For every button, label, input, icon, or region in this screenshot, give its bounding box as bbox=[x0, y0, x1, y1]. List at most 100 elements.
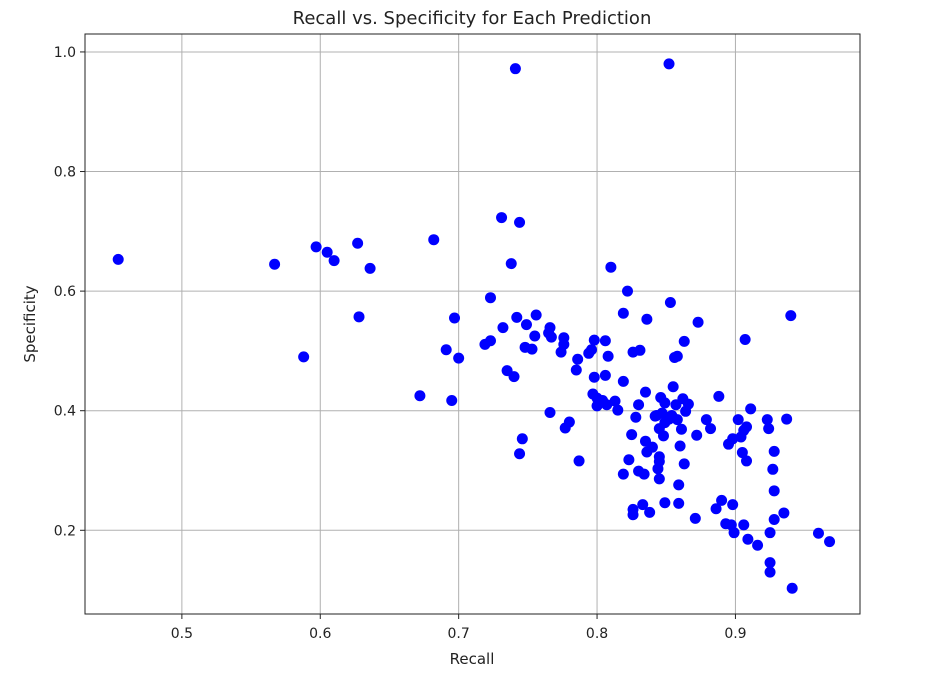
data-point bbox=[558, 332, 570, 344]
data-point bbox=[741, 455, 753, 467]
data-point bbox=[572, 353, 584, 365]
data-point bbox=[728, 527, 740, 539]
data-point bbox=[588, 334, 600, 346]
y-tick-label: 1.0 bbox=[54, 45, 76, 61]
data-point bbox=[505, 258, 517, 270]
data-point bbox=[674, 440, 686, 452]
data-point bbox=[509, 63, 521, 75]
data-points bbox=[112, 58, 836, 594]
y-tick-label: 0.4 bbox=[54, 404, 76, 420]
data-point bbox=[659, 497, 671, 509]
data-point bbox=[742, 533, 754, 545]
data-point bbox=[641, 313, 653, 325]
data-point bbox=[691, 429, 703, 441]
data-point bbox=[764, 566, 776, 578]
data-point bbox=[428, 234, 440, 246]
data-point bbox=[414, 390, 426, 402]
data-point bbox=[617, 375, 629, 387]
x-axis-label: Recall bbox=[450, 650, 495, 668]
data-point bbox=[520, 319, 532, 331]
data-point bbox=[352, 237, 364, 249]
data-point bbox=[638, 468, 650, 480]
data-point bbox=[653, 473, 665, 485]
data-point bbox=[633, 399, 645, 411]
data-point bbox=[602, 350, 614, 362]
data-point bbox=[484, 292, 496, 304]
data-point bbox=[514, 216, 526, 228]
data-point bbox=[508, 371, 520, 383]
data-point bbox=[761, 414, 773, 426]
data-point bbox=[659, 397, 671, 409]
data-point bbox=[526, 343, 538, 355]
data-point bbox=[516, 433, 528, 445]
data-point bbox=[605, 261, 617, 273]
plot-frame bbox=[84, 33, 861, 615]
data-point bbox=[673, 479, 685, 491]
data-point bbox=[700, 414, 712, 426]
x-tick-label: 0.7 bbox=[448, 626, 470, 642]
data-point bbox=[573, 455, 585, 467]
data-point bbox=[599, 369, 611, 381]
data-point bbox=[713, 390, 725, 402]
data-point bbox=[353, 311, 365, 323]
data-point bbox=[678, 458, 690, 470]
grid bbox=[85, 34, 860, 614]
axis-ticks: 0.5 0.6 0.7 0.8 0.9 0.2 0.4 0.6 0.8 1.0 bbox=[54, 45, 747, 642]
data-point bbox=[599, 335, 611, 347]
data-point bbox=[511, 311, 523, 323]
data-point bbox=[689, 512, 701, 524]
data-point bbox=[767, 463, 779, 475]
data-point bbox=[563, 416, 575, 428]
data-point bbox=[440, 344, 452, 356]
y-tick-label: 0.6 bbox=[54, 284, 76, 300]
data-point bbox=[529, 330, 541, 342]
data-point bbox=[617, 468, 629, 480]
data-point bbox=[496, 212, 508, 224]
data-point bbox=[763, 423, 775, 435]
data-point bbox=[269, 258, 281, 270]
data-point bbox=[497, 322, 509, 334]
data-point bbox=[673, 497, 685, 509]
data-point bbox=[646, 441, 658, 453]
data-point bbox=[675, 423, 687, 435]
data-point bbox=[682, 398, 694, 410]
data-point bbox=[630, 411, 642, 423]
data-point bbox=[671, 350, 683, 362]
data-point bbox=[727, 499, 739, 511]
data-point bbox=[586, 344, 598, 356]
data-point bbox=[530, 309, 542, 321]
x-tick-label: 0.5 bbox=[171, 626, 193, 642]
data-point bbox=[778, 507, 790, 519]
data-point bbox=[786, 582, 798, 594]
data-point bbox=[716, 494, 728, 506]
data-point bbox=[321, 246, 333, 258]
data-point bbox=[622, 285, 633, 297]
data-point bbox=[612, 404, 624, 416]
data-point bbox=[738, 519, 750, 531]
chart-title: Recall vs. Specificity for Each Predicti… bbox=[293, 8, 652, 29]
data-point bbox=[626, 429, 638, 441]
data-point bbox=[298, 351, 310, 363]
data-point bbox=[752, 539, 764, 551]
data-point bbox=[570, 364, 582, 376]
data-point bbox=[667, 381, 679, 393]
data-point bbox=[764, 527, 776, 539]
data-point bbox=[653, 456, 665, 468]
data-point bbox=[678, 335, 690, 347]
data-point bbox=[768, 485, 780, 497]
data-point bbox=[824, 536, 836, 548]
x-tick-label: 0.6 bbox=[309, 626, 331, 642]
data-point bbox=[609, 395, 621, 407]
data-point bbox=[727, 433, 739, 445]
data-point bbox=[710, 503, 722, 515]
data-point bbox=[732, 414, 744, 426]
y-axis-label: Specificity bbox=[21, 285, 39, 362]
data-point bbox=[634, 344, 646, 356]
x-tick-label: 0.9 bbox=[724, 626, 746, 642]
x-tick-label: 0.8 bbox=[586, 626, 608, 642]
data-point bbox=[446, 395, 458, 407]
data-point bbox=[739, 334, 751, 346]
data-point bbox=[663, 58, 675, 70]
